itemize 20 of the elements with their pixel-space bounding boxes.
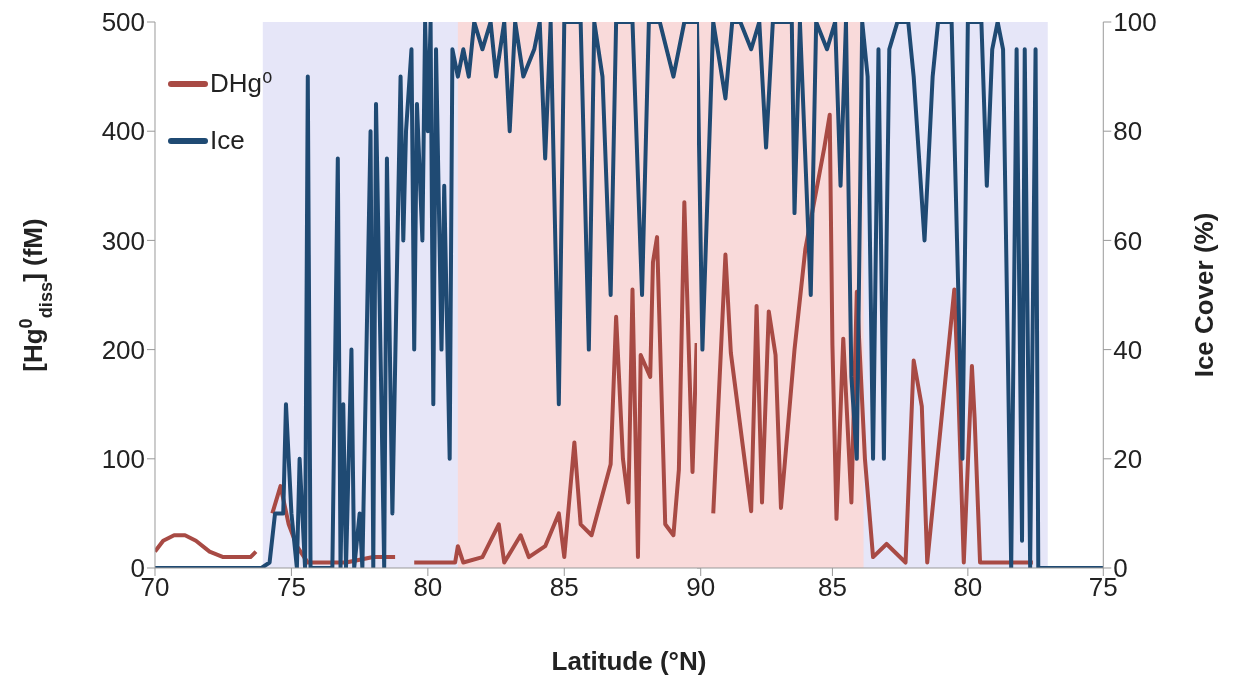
y2-tick-label: 20: [1112, 444, 1142, 475]
x-tick-label: 80: [413, 572, 443, 603]
y-tick-label: 100: [101, 444, 145, 475]
x-tick-label: 80: [953, 572, 983, 603]
legend-label: DHg⁰: [210, 68, 273, 99]
y-tick-label: 400: [101, 116, 145, 147]
y2-tick-label: 80: [1112, 116, 1142, 147]
x-tick-label: 85: [817, 572, 847, 603]
x-tick-label: 90: [686, 572, 716, 603]
y2-axis-title: Ice Cover (%): [1188, 212, 1219, 378]
x-tick-label: 85: [549, 572, 579, 603]
y-tick-label: 300: [101, 225, 145, 256]
y2-tick-label: 60: [1112, 225, 1142, 256]
y-tick-label: 200: [101, 334, 145, 365]
legend-label: Ice: [210, 125, 245, 156]
y2-tick-label: 100: [1112, 7, 1157, 38]
x-axis-title: Latitude (°N): [550, 646, 708, 677]
y2-tick-label: 40: [1112, 334, 1142, 365]
x-tick-label: 75: [276, 572, 306, 603]
y-tick-label: 500: [101, 7, 145, 38]
